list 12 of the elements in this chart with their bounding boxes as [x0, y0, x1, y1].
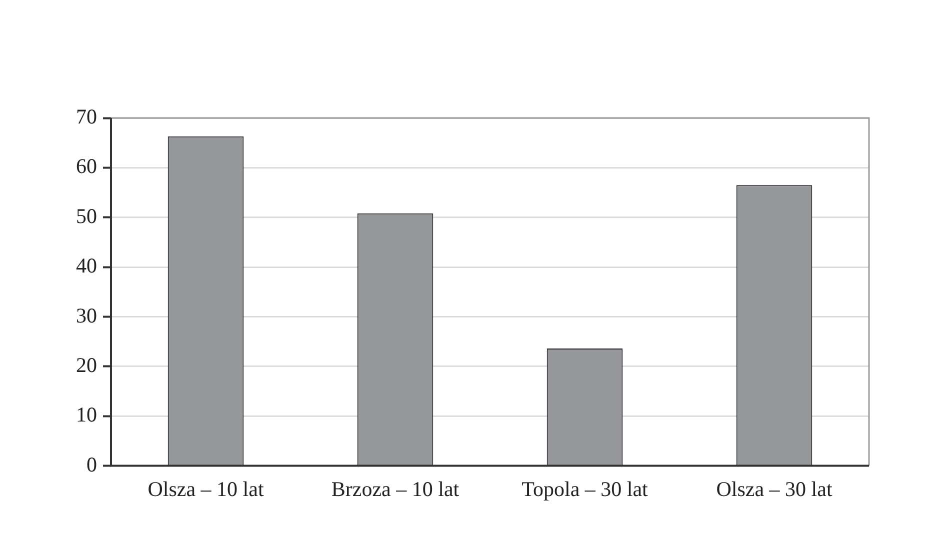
x-tick-label: Olsza – 10 lat [148, 476, 264, 501]
y-tick-label: 50 [76, 204, 97, 228]
y-tick-label: 60 [76, 154, 97, 178]
y-tick-label: 10 [76, 402, 97, 427]
y-tick-label: 70 [76, 104, 97, 129]
x-tick-label: Brzoza – 10 lat [331, 476, 460, 501]
y-tick-label: 20 [76, 352, 97, 377]
x-tick-label: Olsza – 30 lat [716, 476, 832, 501]
y-tick-label: 0 [86, 452, 97, 476]
y-tick-label: 40 [76, 254, 97, 278]
x-tick-label: Topola – 30 lat [522, 476, 648, 501]
y-tick-label: 30 [76, 303, 97, 328]
